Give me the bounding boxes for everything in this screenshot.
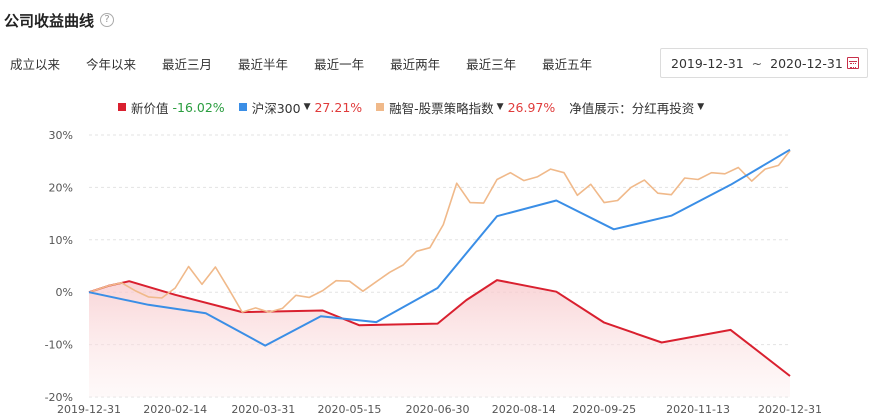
- series-line-0: [88, 279, 791, 377]
- x-tick-label: 2020-02-14: [143, 403, 207, 416]
- legend-value: -16.02%: [172, 99, 225, 115]
- y-tick-label: -10%: [45, 339, 73, 352]
- legend-name: 融智-股票策略指数: [389, 100, 494, 116]
- legend-swatch: [118, 103, 126, 111]
- range-tab-2[interactable]: 最近三月: [162, 56, 213, 72]
- caret-down-icon[interactable]: ▼: [496, 102, 504, 112]
- calendar-icon[interactable]: [847, 57, 859, 69]
- range-tab-7[interactable]: 最近五年: [542, 56, 593, 72]
- legend-value: 27.21%: [314, 99, 363, 115]
- x-tick-label: 2020-06-30: [406, 403, 470, 416]
- range-tab-1[interactable]: 今年以来: [86, 56, 137, 72]
- x-tick-label: 2020-12-31: [758, 403, 822, 416]
- caret-down-icon[interactable]: ▼: [697, 102, 705, 112]
- legend-name: 净值展示：分红再投资: [569, 100, 695, 116]
- chart-legend: 新价值 -16.02% 沪深300 ▼ 27.21% 融智-股票策略指数 ▼ 26.97% 净值…: [118, 98, 718, 116]
- series-line-2: [88, 150, 791, 313]
- header: 公司收益曲线 ?: [4, 8, 115, 32]
- legend-name: 新价值: [131, 100, 169, 116]
- x-tick-label: 2020-05-15: [318, 403, 382, 416]
- x-tick-label: 2020-11-13: [666, 403, 730, 416]
- y-tick-label: 20%: [49, 181, 73, 194]
- series-area-0: [89, 280, 790, 397]
- series-line-1: [88, 148, 791, 347]
- date-range-separator: ~: [751, 55, 763, 71]
- range-tab-3[interactable]: 最近半年: [238, 56, 289, 72]
- legend-name: 沪深300: [251, 100, 301, 116]
- help-icon[interactable]: ?: [100, 13, 115, 27]
- range-tab-4[interactable]: 最近一年: [314, 56, 365, 72]
- range-tab-5[interactable]: 最近两年: [390, 56, 441, 72]
- range-tab-6[interactable]: 最近三年: [466, 56, 517, 72]
- legend-swatch: [376, 103, 385, 111]
- x-tick-label: 2020-08-14: [492, 403, 556, 416]
- date-range-start: 2019-12-31: [671, 55, 744, 71]
- range-tabs: 成立以来 今年以来 最近三月 最近半年 最近一年 最近两年 最近三年 最近五年: [0, 48, 606, 78]
- y-tick-label: 0%: [56, 286, 73, 299]
- date-range-end: 2020-12-31: [770, 55, 843, 71]
- legend-item-3[interactable]: 净值展示：分红再投资 ▼: [569, 98, 704, 117]
- page-title: 公司收益曲线: [4, 11, 95, 30]
- legend-swatch: [238, 103, 247, 111]
- legend-item-0[interactable]: 新价值 -16.02%: [118, 98, 225, 117]
- y-tick-label: 10%: [49, 234, 73, 247]
- x-tick-label: 2019-12-31: [57, 403, 121, 416]
- date-range-picker[interactable]: 2019-12-31 ~ 2020-12-31: [660, 48, 868, 78]
- range-tab-0[interactable]: 成立以来: [10, 56, 61, 72]
- legend-item-1[interactable]: 沪深300 ▼ 27.21%: [238, 98, 363, 117]
- returns-line-chart: 30% 20% 10% 0% -10% -20%2019-12-31 2020-02-14 2…: [45, 129, 822, 416]
- caret-down-icon[interactable]: ▼: [303, 102, 311, 112]
- legend-value: 26.97%: [507, 99, 556, 115]
- y-tick-label: 30%: [49, 129, 73, 142]
- x-tick-label: 2020-09-25: [572, 403, 636, 416]
- y-tick-label: -20%: [45, 391, 73, 404]
- x-tick-label: 2020-03-31: [231, 403, 295, 416]
- legend-item-2[interactable]: 融智-股票策略指数 ▼ 26.97%: [376, 98, 555, 117]
